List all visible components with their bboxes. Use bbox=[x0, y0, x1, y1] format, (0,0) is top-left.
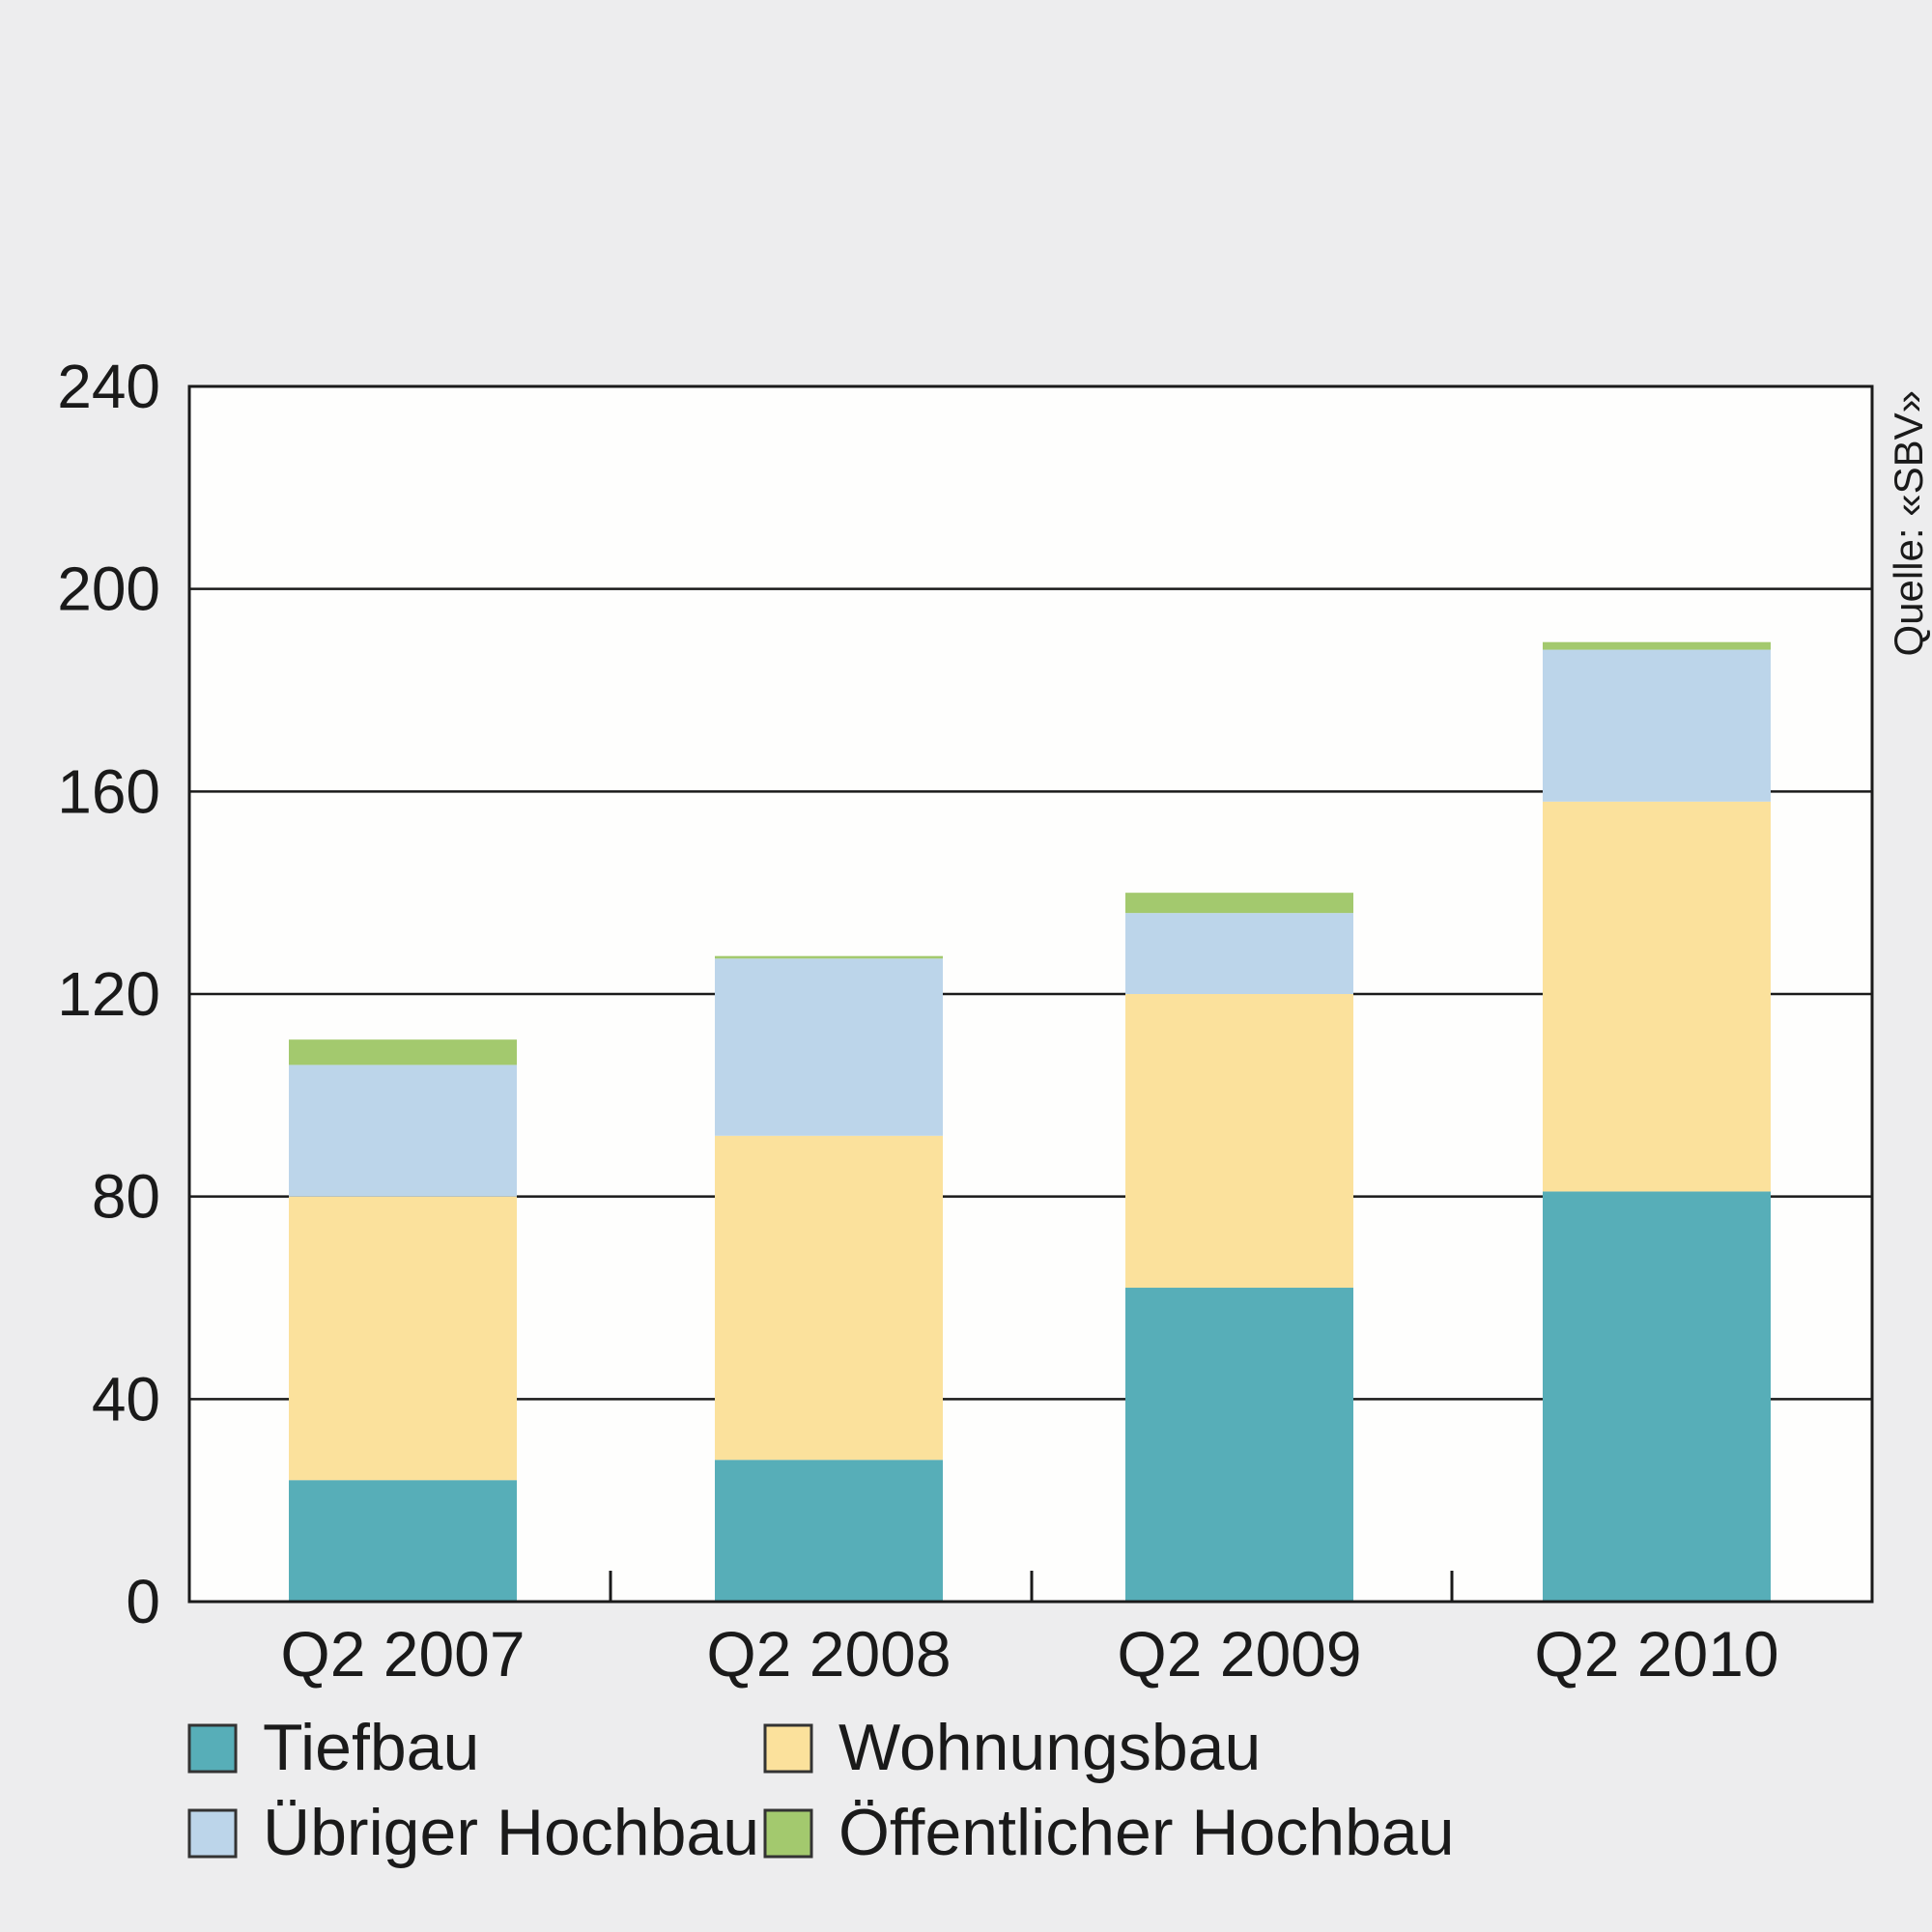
legend: Tiefbau Wohnungsbau Übriger Hochbau Öffentl… bbox=[187, 1711, 1455, 1869]
bars bbox=[289, 641, 1771, 1602]
y-tick-label: 240 bbox=[57, 352, 160, 421]
x-axis: Q2 2007 Q2 2008 Q2 2009 Q2 2010 bbox=[280, 1571, 1779, 1690]
bar-segment-1 bbox=[715, 1460, 943, 1602]
bar-segment-1 bbox=[1543, 1191, 1771, 1602]
bar-segment-2 bbox=[289, 1196, 517, 1481]
bar-segment-3 bbox=[1125, 913, 1353, 994]
bar-segment-3 bbox=[715, 958, 943, 1136]
bar-segment-4 bbox=[1125, 893, 1353, 914]
bar-segment-2 bbox=[1125, 994, 1353, 1289]
y-tick-label: 0 bbox=[126, 1567, 160, 1636]
bar-segment-3 bbox=[1543, 649, 1771, 802]
bar-segment-4 bbox=[715, 955, 943, 959]
bar-segment-3 bbox=[289, 1065, 517, 1197]
legend-label: Tiefbau bbox=[263, 1711, 479, 1784]
x-tick-label: Q2 2008 bbox=[706, 1618, 951, 1690]
y-tick-label: 40 bbox=[92, 1364, 160, 1434]
legend-swatch bbox=[763, 1808, 813, 1859]
bar-segment-4 bbox=[289, 1039, 517, 1065]
x-tick-label: Q2 2009 bbox=[1117, 1618, 1361, 1690]
legend-swatch bbox=[187, 1723, 238, 1774]
y-tick-label: 80 bbox=[92, 1162, 160, 1232]
x-tick-label: Q2 2010 bbox=[1534, 1618, 1778, 1690]
x-tick-label: Q2 2007 bbox=[280, 1618, 525, 1690]
y-tick-label: 120 bbox=[57, 959, 160, 1029]
legend-label: Wohnungsbau bbox=[838, 1711, 1261, 1784]
bar-segment-2 bbox=[1543, 801, 1771, 1192]
bar-segment-1 bbox=[289, 1480, 517, 1602]
legend-swatch bbox=[187, 1808, 238, 1859]
bar-segment-2 bbox=[715, 1135, 943, 1461]
source-note: Quelle: «SBV» bbox=[1886, 390, 1931, 657]
bar-segment-4 bbox=[1543, 641, 1771, 650]
legend-swatch bbox=[763, 1723, 813, 1774]
bar-segment-1 bbox=[1125, 1288, 1353, 1602]
y-tick-label: 160 bbox=[57, 756, 160, 826]
y-axis-tick-labels: 0 40 80 120 160 200 240 bbox=[57, 352, 160, 1636]
y-tick-label: 200 bbox=[57, 554, 160, 624]
legend-label: Öffentlicher Hochbau bbox=[838, 1796, 1455, 1869]
legend-label: Übriger Hochbau bbox=[263, 1796, 759, 1869]
